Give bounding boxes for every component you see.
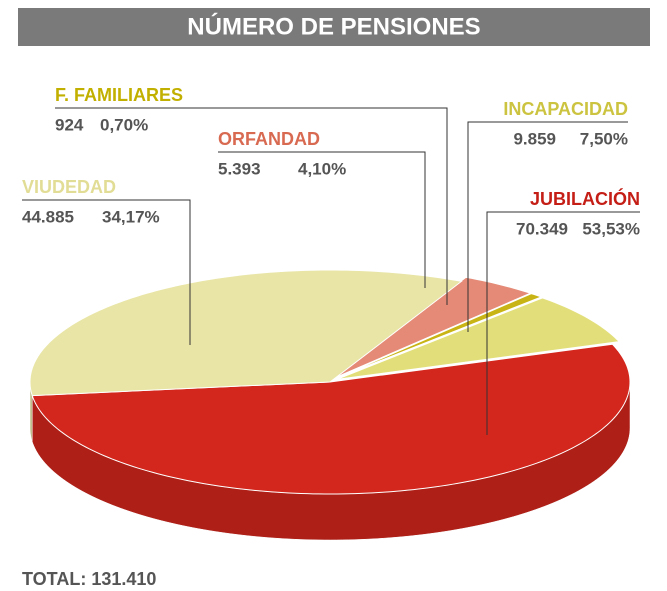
percentage-label: 53,53% — [582, 219, 640, 238]
slice — [31, 343, 631, 495]
total-label: TOTAL: 131.410 — [22, 569, 156, 589]
leader-line — [218, 151, 426, 288]
leader-line — [467, 121, 628, 332]
value-label: 70.349 — [516, 219, 568, 238]
leader-line — [55, 107, 448, 305]
percentage-label: 4,10% — [298, 159, 346, 178]
title-bar — [18, 8, 650, 46]
value-label: 5.393 — [218, 159, 261, 178]
category-label: F. FAMILIARES — [55, 85, 183, 105]
slice — [29, 269, 463, 397]
value-label: 44.885 — [22, 207, 74, 226]
chart-title: NÚMERO DE PENSIONES — [187, 12, 480, 40]
value-label: 9.859 — [513, 129, 556, 148]
slice — [334, 276, 532, 379]
slice — [335, 293, 543, 379]
slice — [336, 297, 621, 380]
leader-line — [22, 199, 191, 345]
value-label: 924 — [55, 115, 84, 134]
leader-line — [486, 211, 640, 435]
category-label: JUBILACIÓN — [530, 188, 640, 209]
percentage-label: 0,70% — [100, 115, 148, 134]
percentage-label: 34,17% — [102, 207, 160, 226]
category-label: INCAPACIDAD — [503, 99, 628, 119]
category-label: VIUDEDAD — [22, 177, 116, 197]
category-label: ORFANDAD — [218, 129, 320, 149]
percentage-label: 7,50% — [580, 129, 628, 148]
